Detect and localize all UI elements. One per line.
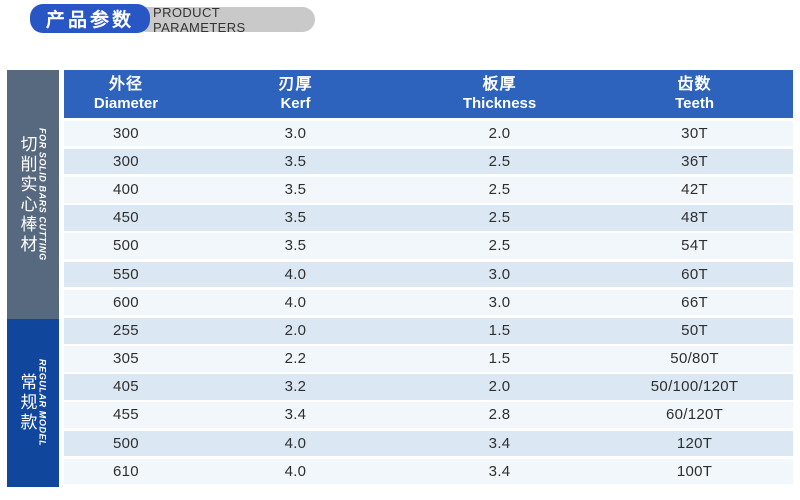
table-cell: 48T — [681, 209, 708, 227]
table-cell: 120T — [676, 434, 713, 452]
table-cell: 300 — [112, 124, 139, 142]
table-cell: 2.8 — [488, 406, 511, 424]
section2-zh-label: 常规款 — [17, 373, 37, 433]
column-header-en: Kerf — [280, 94, 311, 112]
table-body: 300 3.0 2.0 30T 300 3.5 2.5 36T 400 3.5 2.5 42T 450 3… — [64, 120, 793, 485]
table-cell: 4.0 — [284, 434, 307, 452]
table-cell: 54T — [681, 237, 708, 255]
table-cell: 600 — [112, 293, 139, 311]
table-cell: 3.4 — [488, 462, 511, 480]
table-row: 305 2.2 1.5 50/80T — [64, 346, 793, 372]
section1-en-label: FOR SOLID BARS CUTTING — [37, 128, 48, 261]
table-row: 600 4.0 3.0 66T — [64, 289, 793, 316]
table-cell: 4.0 — [284, 293, 307, 311]
table-cell: 3.0 — [488, 293, 511, 311]
table-row: 550 4.0 3.0 60T — [64, 261, 793, 288]
column-header-zh: 板厚 — [482, 76, 517, 94]
subtitle-pill: PRODUCT PARAMETERS — [135, 4, 315, 35]
table-cell: 1.5 — [488, 350, 511, 368]
table-row: 300 3.5 2.5 36T — [64, 148, 793, 175]
table-cell: 550 — [112, 265, 139, 283]
table-cell: 3.0 — [488, 265, 511, 283]
table-cell: 610 — [112, 462, 139, 480]
table-cell: 60T — [681, 265, 708, 283]
table-cell: 3.5 — [284, 180, 307, 198]
column-header-kerf: 刃厚 Kerf — [188, 70, 403, 118]
table-cell: 60/120T — [665, 406, 724, 424]
table-cell: 405 — [112, 378, 139, 396]
table-cell: 2.5 — [488, 237, 511, 255]
table-cell: 2.0 — [488, 124, 511, 142]
table-cell: 3.5 — [284, 237, 307, 255]
section-label-solid-bars-cutting: 切削实心棒材 FOR SOLID BARS CUTTING — [7, 70, 59, 319]
table-cell: 4.0 — [284, 265, 307, 283]
page-title: 产品参数 — [45, 10, 134, 31]
column-header-diameter: 外径 Diameter — [64, 70, 188, 118]
table-cell: 2.5 — [488, 152, 511, 170]
section2-en-label: REGULAR MODEL — [37, 359, 48, 447]
table-cell: 455 — [112, 406, 139, 424]
table-cell: 3.5 — [284, 209, 307, 227]
table-cell: 450 — [112, 209, 139, 227]
table-row: 610 4.0 3.4 100T — [64, 458, 793, 485]
table-cell: 36T — [681, 152, 708, 170]
table-header-row: 外径 Diameter 刃厚 Kerf 板厚 Thickness 齿数 Teeth — [64, 70, 793, 118]
table-cell: 3.4 — [284, 406, 307, 424]
table-cell: 100T — [676, 462, 713, 480]
table-row: 455 3.4 2.8 60/120T — [64, 402, 793, 429]
table-cell: 500 — [112, 237, 139, 255]
table-cell: 300 — [112, 152, 139, 170]
table-row: 500 4.0 3.4 120T — [64, 430, 793, 457]
column-header-en: Teeth — [675, 94, 714, 112]
table-cell: 3.4 — [488, 434, 511, 452]
table-cell: 66T — [681, 293, 708, 311]
table-row: 450 3.5 2.5 48T — [64, 205, 793, 231]
column-header-teeth: 齿数 Teeth — [596, 70, 793, 118]
title-pill: 产品参数 — [30, 4, 150, 33]
table-cell: 50/80T — [670, 350, 719, 368]
table-row: 400 3.5 2.5 42T — [64, 176, 793, 203]
table-cell: 255 — [112, 321, 139, 339]
column-header-zh: 外径 — [108, 76, 143, 94]
subtitle-text: PRODUCT PARAMETERS — [153, 4, 246, 35]
table-cell: 2.2 — [284, 350, 307, 368]
table-cell: 2.5 — [488, 209, 511, 227]
table-cell: 2.5 — [488, 180, 511, 198]
table-cell: 50/100/120T — [650, 378, 739, 396]
table-cell: 1.5 — [488, 321, 511, 339]
column-header-en: Diameter — [93, 94, 159, 112]
table-row: 255 2.0 1.5 50T — [64, 317, 793, 344]
table-cell: 3.0 — [284, 124, 307, 142]
table-row: 300 3.0 2.0 30T — [64, 120, 793, 147]
table-cell: 305 — [112, 350, 139, 368]
table-cell: 42T — [681, 180, 708, 198]
section-label-regular-model: 常规款 REGULAR MODEL — [7, 319, 59, 487]
table-cell: 50T — [681, 321, 708, 339]
table-cell: 3.5 — [284, 152, 307, 170]
product-parameters-table: 外径 Diameter 刃厚 Kerf 板厚 Thickness 齿数 Teeth 300 3.… — [64, 70, 793, 485]
table-cell: 2.0 — [488, 378, 511, 396]
table-row: 500 3.5 2.5 54T — [64, 233, 793, 259]
section1-zh-label: 切削实心棒材 — [17, 134, 37, 255]
table-cell: 4.0 — [284, 462, 307, 480]
column-header-zh: 刃厚 — [278, 76, 313, 94]
column-header-thickness: 板厚 Thickness — [403, 70, 596, 118]
table-cell: 30T — [681, 124, 708, 142]
column-header-zh: 齿数 — [677, 76, 712, 94]
table-cell: 3.2 — [284, 378, 307, 396]
column-header-en: Thickness — [462, 94, 537, 112]
table-cell: 400 — [112, 180, 139, 198]
table-cell: 2.0 — [284, 321, 307, 339]
table-cell: 500 — [112, 434, 139, 452]
table-row: 405 3.2 2.0 50/100/120T — [64, 374, 793, 400]
